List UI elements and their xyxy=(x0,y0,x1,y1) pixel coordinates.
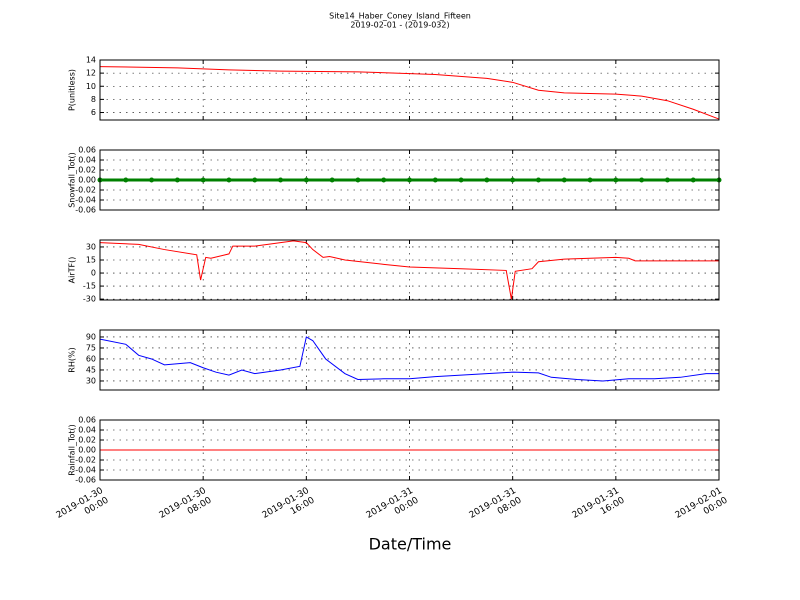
data-point xyxy=(278,177,284,183)
data-point xyxy=(664,177,670,183)
data-point xyxy=(690,177,696,183)
y-tick-label: 0 xyxy=(91,269,96,278)
data-point xyxy=(639,177,645,183)
y-tick-label: 6 xyxy=(91,108,96,117)
plot-frame xyxy=(99,59,720,121)
y-tick-label: 0.00 xyxy=(78,176,96,185)
y-axis-label: Rainfall_Tot() xyxy=(68,424,77,476)
data-point xyxy=(303,177,309,183)
y-tick-label: 10 xyxy=(86,82,96,91)
y-tick-label: 45 xyxy=(86,365,96,374)
data-point xyxy=(200,177,206,183)
y-tick-label: 90 xyxy=(86,332,96,341)
y-tick-label: -0.06 xyxy=(75,206,96,215)
data-point xyxy=(381,177,387,183)
x-axis-label: Date/Time xyxy=(369,535,452,554)
data-point xyxy=(226,177,232,183)
data-line xyxy=(99,66,720,120)
y-tick-label: 60 xyxy=(86,354,96,363)
y-tick-label: 30 xyxy=(86,242,96,251)
chart-subtitle: 2019-02-01 - (2019-032) xyxy=(350,21,449,30)
plot-frame xyxy=(99,419,720,481)
y-tick-label: 0.06 xyxy=(78,416,96,425)
data-point xyxy=(329,177,335,183)
y-tick-label: -0.02 xyxy=(75,456,96,465)
plot-frame xyxy=(99,329,720,391)
y-tick-label: -0.06 xyxy=(75,476,96,485)
y-tick-label: -0.04 xyxy=(75,466,96,475)
data-point xyxy=(174,177,180,183)
data-point xyxy=(407,177,412,183)
y-tick-label: 12 xyxy=(86,69,96,78)
y-tick-label: -30 xyxy=(83,295,96,304)
y-tick-label: 0.06 xyxy=(78,146,96,155)
data-line xyxy=(99,240,719,300)
y-tick-label: 30 xyxy=(86,376,96,385)
data-line xyxy=(99,336,719,382)
y-axis-label: Snowfall_Tot() xyxy=(68,152,77,208)
plot-frame xyxy=(99,149,720,211)
y-axis-label: P(unitless) xyxy=(68,69,77,111)
y-tick-label: 15 xyxy=(86,256,96,265)
y-tick-label: -0.04 xyxy=(75,196,96,205)
data-point xyxy=(123,177,129,183)
y-tick-label: 14 xyxy=(86,56,96,65)
data-point xyxy=(510,177,516,183)
data-point xyxy=(458,177,464,183)
y-tick-label: 0.04 xyxy=(78,156,96,165)
y-tick-label: -0.02 xyxy=(75,186,96,195)
y-tick-label: 75 xyxy=(86,343,96,352)
data-point xyxy=(432,177,438,183)
chart-title: Site14_Haber_Coney_Island_Fifteen xyxy=(329,12,471,21)
data-point xyxy=(149,177,155,183)
data-point xyxy=(252,177,258,183)
data-point xyxy=(484,177,490,183)
y-tick-label: 0.04 xyxy=(78,426,96,435)
plot-frame xyxy=(99,239,720,301)
y-tick-label: 0.00 xyxy=(78,446,96,455)
y-tick-label: 0.02 xyxy=(78,436,96,445)
y-tick-label: -15 xyxy=(83,282,96,291)
data-point xyxy=(587,177,593,183)
y-axis-label: AirTF() xyxy=(68,257,77,284)
data-point xyxy=(535,177,541,183)
y-axis-label: RH(%) xyxy=(68,347,77,372)
y-tick-label: 0.02 xyxy=(78,166,96,175)
y-tick-label: 8 xyxy=(91,95,96,104)
data-point xyxy=(355,177,361,183)
data-point xyxy=(613,177,619,183)
data-point xyxy=(561,177,567,183)
